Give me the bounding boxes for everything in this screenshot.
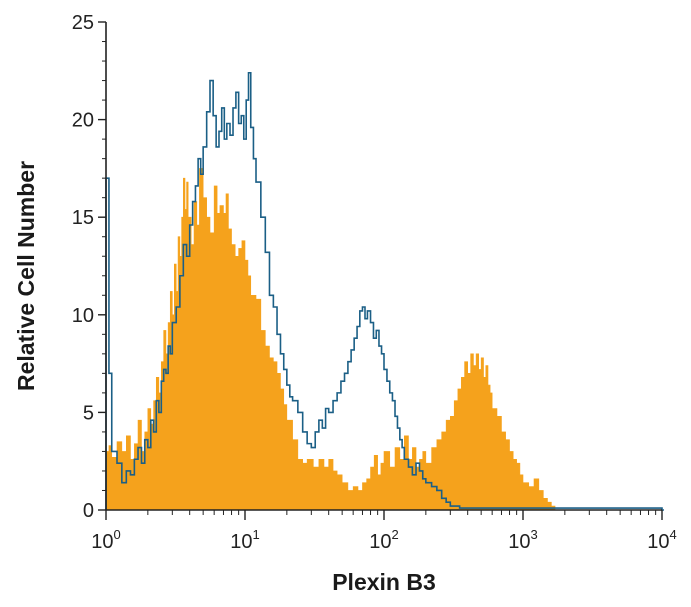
x-tick-label-4: 104 [647, 527, 676, 553]
x-tick-label-3: 103 [508, 527, 537, 553]
x-tick-label-1: 101 [230, 527, 259, 553]
x-axis-title: Plexin B3 [332, 569, 436, 595]
ticks-layer: 0 5 10 15 20 25 100 101 102 103 104 [72, 12, 677, 553]
series-0-filled-histogram [105, 168, 558, 511]
y-tick-label-5: 25 [72, 12, 94, 34]
x-tick-label-2: 102 [369, 527, 398, 553]
y-tick-label-0: 0 [83, 500, 94, 522]
x-tick-label-0: 100 [91, 527, 120, 553]
series-1-outline-histogram [105, 71, 664, 511]
y-tick-label-1: 5 [83, 402, 94, 424]
y-axis-title: Relative Cell Number [13, 161, 39, 391]
series-layer [105, 71, 664, 511]
y-tick-label-4: 20 [72, 110, 94, 132]
y-tick-label-2: 10 [72, 305, 94, 327]
y-tick-label-3: 15 [72, 207, 94, 229]
